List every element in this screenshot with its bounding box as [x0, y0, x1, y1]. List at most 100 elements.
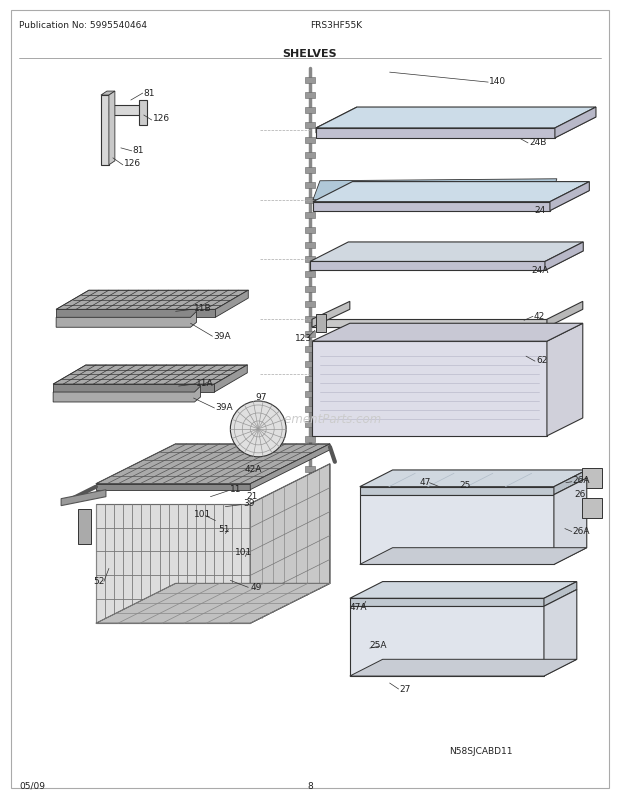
Text: 24B: 24B	[529, 138, 546, 148]
Polygon shape	[305, 197, 315, 204]
Text: 42A: 42A	[244, 464, 262, 474]
Polygon shape	[555, 108, 596, 139]
Polygon shape	[305, 168, 315, 173]
Text: 27: 27	[400, 683, 411, 693]
Polygon shape	[305, 123, 315, 129]
Text: FRS3HF55K: FRS3HF55K	[310, 22, 362, 30]
Polygon shape	[101, 92, 115, 96]
Polygon shape	[316, 129, 555, 139]
Polygon shape	[53, 366, 247, 385]
Polygon shape	[360, 487, 554, 495]
Polygon shape	[554, 470, 587, 495]
Text: 21: 21	[246, 492, 258, 500]
Polygon shape	[305, 407, 315, 412]
Polygon shape	[305, 287, 315, 293]
Polygon shape	[56, 291, 248, 310]
Polygon shape	[96, 484, 250, 490]
Polygon shape	[360, 470, 587, 487]
Text: 26A: 26A	[573, 526, 590, 536]
Polygon shape	[313, 182, 590, 202]
Polygon shape	[350, 606, 544, 676]
Polygon shape	[305, 481, 315, 487]
Polygon shape	[305, 93, 315, 99]
Polygon shape	[53, 385, 215, 392]
Polygon shape	[215, 291, 248, 318]
Text: eReplacementParts.com: eReplacementParts.com	[238, 413, 382, 426]
Polygon shape	[360, 548, 587, 565]
Text: 97: 97	[255, 392, 267, 401]
Text: 11B: 11B	[193, 303, 211, 313]
Text: 42: 42	[534, 311, 545, 320]
Polygon shape	[305, 108, 315, 114]
Polygon shape	[316, 118, 596, 139]
Text: 52: 52	[93, 576, 104, 585]
Text: 126: 126	[153, 115, 170, 124]
Polygon shape	[250, 464, 330, 623]
Polygon shape	[61, 490, 106, 506]
Polygon shape	[96, 504, 250, 623]
Polygon shape	[582, 468, 601, 488]
Polygon shape	[305, 213, 315, 218]
Polygon shape	[252, 448, 272, 464]
Polygon shape	[109, 92, 115, 165]
Polygon shape	[582, 498, 601, 518]
Text: 101: 101	[236, 547, 252, 557]
Polygon shape	[312, 320, 547, 328]
Polygon shape	[360, 495, 554, 565]
Text: 81: 81	[133, 146, 144, 155]
Polygon shape	[316, 129, 555, 134]
Polygon shape	[56, 312, 197, 328]
Polygon shape	[312, 324, 583, 342]
Polygon shape	[310, 243, 583, 262]
Text: 101: 101	[193, 509, 211, 518]
Polygon shape	[310, 252, 583, 271]
Polygon shape	[305, 332, 315, 338]
Polygon shape	[78, 509, 91, 544]
Text: 47A: 47A	[350, 602, 367, 611]
Text: 25A: 25A	[370, 640, 388, 649]
Polygon shape	[56, 310, 215, 318]
Polygon shape	[312, 342, 547, 436]
Polygon shape	[316, 108, 596, 129]
Polygon shape	[544, 589, 577, 676]
Polygon shape	[313, 192, 590, 212]
Text: 24A: 24A	[531, 265, 548, 274]
Polygon shape	[139, 101, 147, 126]
Polygon shape	[215, 366, 247, 392]
Polygon shape	[305, 302, 315, 308]
Polygon shape	[305, 362, 315, 367]
Text: 39A: 39A	[213, 331, 231, 340]
Polygon shape	[96, 444, 330, 484]
Polygon shape	[316, 315, 326, 333]
Text: 05/09: 05/09	[19, 780, 45, 790]
Text: 51: 51	[218, 525, 230, 533]
Text: 62: 62	[536, 355, 547, 364]
Polygon shape	[550, 182, 590, 212]
Polygon shape	[305, 317, 315, 323]
Polygon shape	[547, 324, 583, 436]
Polygon shape	[305, 227, 315, 233]
Text: 26: 26	[575, 489, 586, 499]
Polygon shape	[305, 272, 315, 278]
Text: N58SJCABD11: N58SJCABD11	[450, 746, 513, 755]
Polygon shape	[544, 581, 577, 606]
Polygon shape	[350, 581, 577, 598]
Polygon shape	[109, 106, 146, 115]
Text: SHELVES: SHELVES	[283, 49, 337, 59]
Polygon shape	[305, 138, 315, 144]
Polygon shape	[554, 478, 587, 565]
Text: 11A: 11A	[195, 378, 213, 387]
Polygon shape	[313, 202, 550, 212]
Text: 126: 126	[124, 159, 141, 168]
Text: 39: 39	[243, 499, 255, 508]
Polygon shape	[101, 96, 109, 165]
Polygon shape	[305, 152, 315, 159]
Text: 49: 49	[250, 582, 262, 591]
Text: 8: 8	[307, 780, 313, 790]
Polygon shape	[547, 302, 583, 328]
Text: Publication No: 5995540464: Publication No: 5995540464	[19, 22, 148, 30]
Polygon shape	[305, 391, 315, 398]
Polygon shape	[312, 302, 350, 328]
Polygon shape	[350, 598, 544, 606]
Polygon shape	[305, 421, 315, 427]
